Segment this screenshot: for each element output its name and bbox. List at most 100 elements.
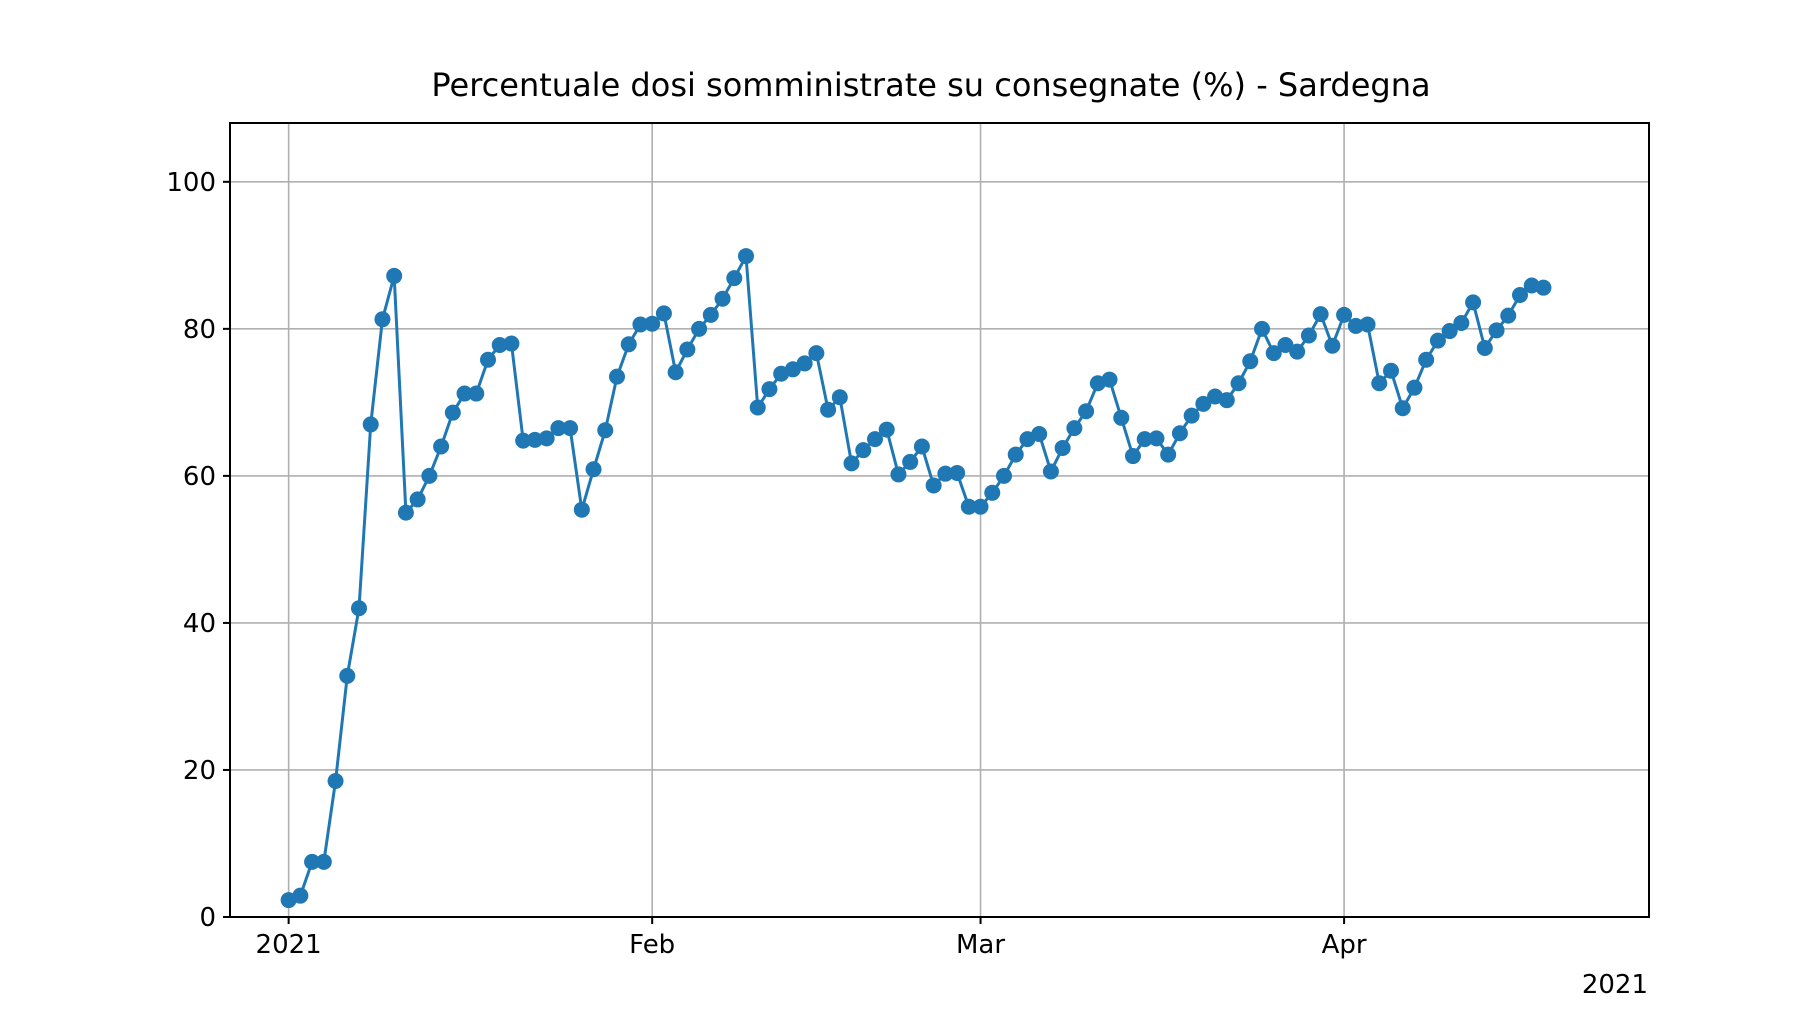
- data-point: [1535, 279, 1552, 296]
- data-point: [913, 438, 930, 455]
- data-point: [468, 385, 485, 402]
- data-point: [960, 498, 977, 515]
- data-point: [1406, 379, 1423, 396]
- data-point: [691, 320, 708, 337]
- data-point: [1125, 448, 1141, 465]
- data-point: [480, 351, 496, 368]
- y-tick-label: 40: [183, 609, 216, 639]
- data-point: [1160, 446, 1177, 463]
- data-point: [351, 600, 367, 617]
- data-point: [843, 455, 860, 472]
- data-point: [1265, 345, 1282, 362]
- data-point: [679, 341, 696, 358]
- data-point: [1148, 430, 1165, 447]
- data-point: [655, 305, 672, 322]
- data-point: [444, 404, 461, 421]
- x-tick-label: 2021: [256, 930, 322, 960]
- data-point: [996, 467, 1012, 484]
- data-point: [1359, 316, 1376, 333]
- data-point: [573, 501, 590, 518]
- data-point: [1183, 407, 1200, 424]
- data-point: [1171, 425, 1188, 442]
- data-point: [1441, 323, 1458, 340]
- data-point: [1195, 395, 1212, 412]
- data-point: [1136, 431, 1153, 448]
- data-point: [831, 389, 848, 406]
- data-point: [538, 430, 555, 447]
- data-point: [397, 504, 414, 521]
- data-point: [1418, 351, 1435, 368]
- data-point: [937, 465, 954, 482]
- data-point: [456, 385, 473, 402]
- data-point: [327, 772, 344, 789]
- data-point: [984, 484, 1001, 501]
- data-point: [644, 315, 661, 332]
- y-tick-label: 100: [166, 168, 216, 198]
- data-point: [714, 290, 731, 307]
- data-point: [972, 498, 989, 515]
- data-point: [1066, 420, 1083, 437]
- data-point: [1078, 403, 1095, 420]
- data-point: [949, 464, 966, 481]
- plot-frame: [229, 122, 1650, 918]
- data-point: [890, 466, 907, 483]
- data-point: [820, 401, 837, 418]
- data-point: [1312, 306, 1329, 323]
- data-point: [526, 431, 543, 448]
- data-point: [386, 267, 403, 284]
- data-point: [1007, 446, 1024, 463]
- data-point: [867, 431, 883, 448]
- data-point: [1289, 343, 1306, 360]
- data-point: [749, 399, 766, 416]
- x-tick-label: Mar: [956, 930, 1005, 960]
- data-point: [1429, 332, 1446, 349]
- data-point: [1300, 327, 1317, 344]
- grid-lines: [230, 123, 1649, 918]
- data-point: [726, 270, 743, 287]
- x-offset-label: 2021: [1582, 970, 1648, 1000]
- data-point: [1488, 322, 1505, 339]
- data-point: [1336, 306, 1353, 323]
- y-tick-label: 80: [183, 315, 216, 345]
- data-point: [374, 311, 391, 328]
- data-point: [667, 364, 684, 381]
- data-point: [855, 442, 872, 459]
- data-point: [515, 432, 532, 449]
- x-tick-label: Feb: [629, 930, 675, 960]
- data-point: [503, 335, 520, 352]
- y-tick-label: 0: [199, 903, 216, 933]
- data-point: [1512, 287, 1528, 304]
- data-point: [1042, 463, 1059, 480]
- data-point: [632, 316, 649, 333]
- data-point: [796, 355, 813, 372]
- y-tick-label: 60: [183, 462, 216, 492]
- data-point: [609, 368, 625, 385]
- data-point: [1383, 362, 1399, 379]
- data-point: [597, 422, 614, 439]
- data-point: [1371, 375, 1388, 392]
- y-tick-label: 20: [183, 756, 216, 786]
- data-point: [1453, 314, 1470, 331]
- data-point: [421, 467, 438, 484]
- data-point: [925, 477, 942, 494]
- x-tick-label: Apr: [1322, 930, 1367, 960]
- data-point: [562, 420, 579, 437]
- data-point: [409, 491, 426, 508]
- axis-ticks: 0 20 40 60 80 100 2021 Feb Mar Apr: [166, 168, 1367, 960]
- data-point: [761, 381, 778, 398]
- data-point: [315, 853, 332, 870]
- data-point: [1277, 337, 1294, 354]
- chart-title: Percentuale dosi somministrate su conseg…: [431, 66, 1430, 104]
- data-point: [339, 667, 356, 684]
- data-series: [280, 248, 1552, 909]
- data-point: [1500, 307, 1517, 324]
- data-point: [491, 337, 508, 354]
- data-point: [1113, 409, 1130, 426]
- data-point: [1242, 353, 1259, 370]
- data-point: [1101, 371, 1118, 388]
- data-point: [620, 336, 637, 353]
- data-point: [1476, 339, 1493, 356]
- data-point: [702, 306, 719, 323]
- data-point: [1465, 294, 1482, 311]
